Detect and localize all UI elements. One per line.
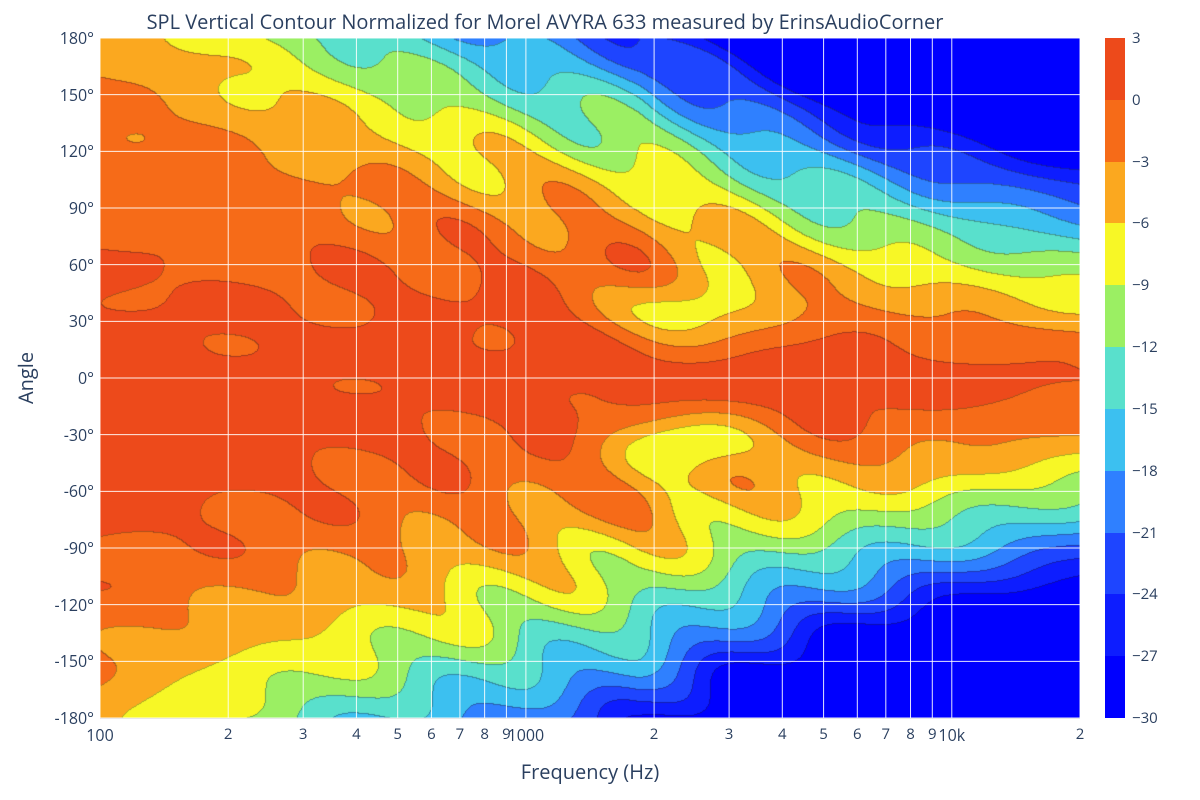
y-tick: 150° bbox=[14, 84, 94, 106]
colorbar-tick: 3 bbox=[1132, 28, 1141, 48]
colorbar-segment bbox=[1105, 656, 1125, 718]
colorbar-segment bbox=[1105, 285, 1125, 347]
x-tick-minor: 4 bbox=[778, 724, 787, 744]
colorbar bbox=[1105, 38, 1125, 718]
y-tick: 30° bbox=[14, 310, 94, 332]
colorbar-tick: −30 bbox=[1132, 708, 1158, 728]
colorbar-tick: −12 bbox=[1132, 337, 1158, 357]
x-tick-major: 100 bbox=[86, 724, 113, 746]
y-tick: 120° bbox=[14, 140, 94, 162]
x-tick-minor: 2 bbox=[650, 724, 659, 744]
y-tick: -180° bbox=[14, 707, 94, 729]
y-tick: -30° bbox=[14, 424, 94, 446]
colorbar-tick: −27 bbox=[1132, 646, 1158, 666]
colorbar-tick: −18 bbox=[1132, 461, 1158, 481]
x-tick-minor: 3 bbox=[299, 724, 308, 744]
x-tick-minor: 9 bbox=[502, 724, 511, 744]
y-tick: -60° bbox=[14, 480, 94, 502]
x-tick-major: 10k bbox=[938, 724, 965, 746]
colorbar-segment bbox=[1105, 38, 1125, 100]
x-tick-major: 1000 bbox=[508, 724, 545, 746]
colorbar-segment bbox=[1105, 533, 1125, 595]
colorbar-segment bbox=[1105, 223, 1125, 285]
x-tick-minor: 7 bbox=[882, 724, 891, 744]
y-tick: -150° bbox=[14, 650, 94, 672]
y-tick: -90° bbox=[14, 537, 94, 559]
x-tick-minor: 8 bbox=[480, 724, 489, 744]
colorbar-tick: −24 bbox=[1132, 584, 1158, 604]
colorbar-tick: −15 bbox=[1132, 399, 1158, 419]
chart-container: SPL Vertical Contour Normalized for More… bbox=[0, 0, 1200, 800]
colorbar-segment bbox=[1105, 471, 1125, 533]
chart-title: SPL Vertical Contour Normalized for More… bbox=[0, 8, 1090, 35]
x-tick-minor: 8 bbox=[906, 724, 915, 744]
x-tick-minor: 5 bbox=[393, 724, 402, 744]
x-tick-minor: 3 bbox=[725, 724, 734, 744]
colorbar-segment bbox=[1105, 162, 1125, 224]
colorbar-segment bbox=[1105, 409, 1125, 471]
x-tick-minor: 7 bbox=[456, 724, 465, 744]
x-tick-minor: 4 bbox=[352, 724, 361, 744]
colorbar-segment bbox=[1105, 100, 1125, 162]
x-tick-minor: 5 bbox=[819, 724, 828, 744]
y-tick: -120° bbox=[14, 594, 94, 616]
plot-area bbox=[100, 38, 1080, 719]
y-tick: 60° bbox=[14, 254, 94, 276]
colorbar-tick: −3 bbox=[1132, 152, 1149, 172]
y-tick: 90° bbox=[14, 197, 94, 219]
colorbar-segment bbox=[1105, 347, 1125, 409]
x-axis-label: Frequency (Hz) bbox=[100, 758, 1080, 785]
heatmap-canvas bbox=[100, 38, 1080, 718]
colorbar-tick: −9 bbox=[1132, 275, 1149, 295]
y-tick: 0° bbox=[14, 367, 94, 389]
x-tick-minor: 2 bbox=[224, 724, 233, 744]
x-tick-minor: 6 bbox=[853, 724, 862, 744]
x-tick-minor: 6 bbox=[427, 724, 436, 744]
colorbar-tick: 0 bbox=[1132, 90, 1141, 110]
y-tick: 180° bbox=[14, 27, 94, 49]
x-tick-minor: 2 bbox=[1076, 724, 1085, 744]
x-tick-minor: 9 bbox=[928, 724, 937, 744]
colorbar-segment bbox=[1105, 594, 1125, 656]
colorbar-tick: −6 bbox=[1132, 213, 1149, 233]
colorbar-tick: −21 bbox=[1132, 523, 1158, 543]
